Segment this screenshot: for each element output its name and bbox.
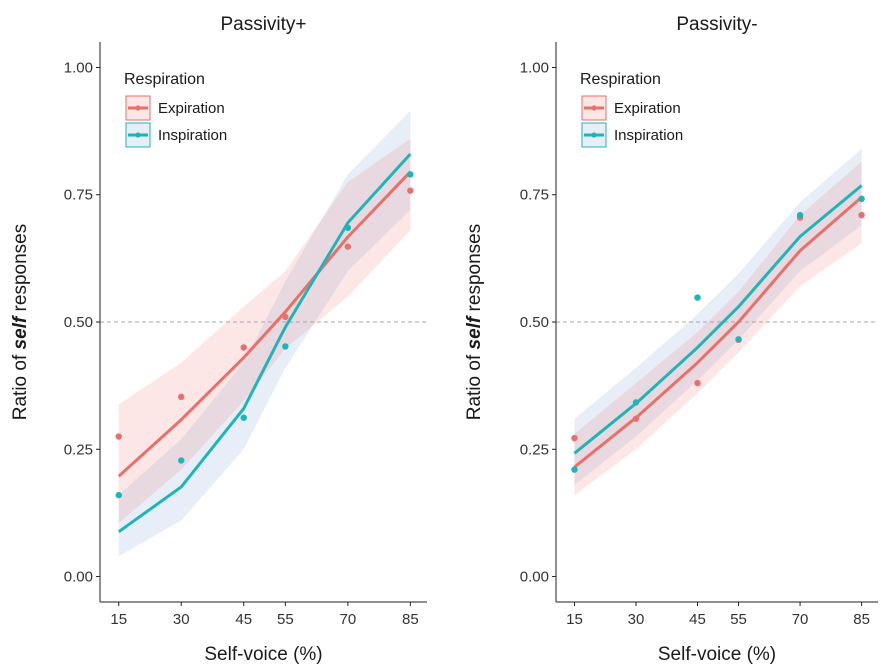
x-tick-label: 85 bbox=[853, 611, 870, 628]
point-inspiration-70 bbox=[344, 224, 352, 232]
point-expiration-30 bbox=[178, 393, 185, 401]
legend-title: Respiration bbox=[580, 71, 661, 88]
fit-line-inspiration bbox=[117, 152, 412, 533]
legend-key-point bbox=[591, 132, 597, 138]
y-tick-label: 0.50 bbox=[64, 314, 93, 331]
y-tick-label: 0.00 bbox=[520, 569, 549, 586]
panel-1: Passivity+ 0.00 0.25 0.50 0.75 1.00 15 30 45 55 70… bbox=[10, 14, 427, 665]
ci-band-expiration bbox=[118, 138, 411, 524]
x-tick-label: 85 bbox=[402, 611, 419, 628]
x-tick-label: 70 bbox=[792, 611, 809, 628]
y-axis-title-part: responses bbox=[10, 224, 31, 317]
x-tick-label: 55 bbox=[730, 611, 747, 628]
fit-line-inspiration bbox=[573, 184, 863, 455]
y-axis-title-part: self bbox=[464, 315, 485, 349]
point-inspiration-30 bbox=[178, 457, 185, 464]
y-axis-title: Ratio of self responses bbox=[10, 224, 31, 420]
y-tick-label: 1.00 bbox=[520, 59, 549, 76]
panel-title: Passivity+ bbox=[220, 14, 306, 35]
y-axis-title-part: self bbox=[10, 315, 31, 349]
fit-line-expiration bbox=[117, 170, 412, 478]
y-tick-label: 0.50 bbox=[520, 314, 549, 331]
point-inspiration-30 bbox=[632, 399, 640, 406]
x-tick-label: 45 bbox=[235, 611, 252, 628]
x-axis-title: Self-voice (%) bbox=[658, 644, 776, 665]
x-tick-label: 70 bbox=[340, 611, 357, 628]
point-inspiration-45 bbox=[240, 414, 247, 421]
ci-band-inspiration bbox=[574, 148, 862, 485]
point-expiration-70 bbox=[344, 243, 352, 250]
y-axis-title-part: Ratio of bbox=[10, 349, 31, 420]
x-axis-title: Self-voice (%) bbox=[204, 644, 322, 665]
point-inspiration-85 bbox=[858, 195, 865, 202]
y-tick-label: 1.00 bbox=[64, 59, 93, 76]
legend-title: Respiration bbox=[124, 71, 205, 88]
point-expiration-85 bbox=[858, 211, 865, 219]
x-tick-label: 15 bbox=[566, 611, 583, 628]
y-axis-title-part: Ratio of bbox=[464, 349, 485, 420]
legend-key-point bbox=[591, 105, 597, 111]
legend-label-expiration: Expiration bbox=[614, 100, 681, 117]
panel-title: Passivity- bbox=[676, 14, 757, 35]
point-inspiration-70 bbox=[796, 211, 804, 219]
point-expiration-15 bbox=[115, 433, 122, 440]
x-tick-label: 30 bbox=[628, 611, 645, 628]
legend-label-inspiration: Inspiration bbox=[614, 127, 683, 144]
point-inspiration-15 bbox=[571, 466, 578, 473]
legend-key-point bbox=[135, 132, 141, 138]
point-inspiration-15 bbox=[115, 491, 122, 499]
legend: Respiration Expiration Inspiration bbox=[580, 71, 683, 148]
y-tick-label: 0.25 bbox=[520, 441, 549, 458]
x-tick-label: 55 bbox=[277, 611, 294, 628]
y-tick-label: 0.25 bbox=[64, 441, 93, 458]
point-expiration-45 bbox=[694, 379, 701, 387]
point-expiration-15 bbox=[571, 434, 578, 442]
legend-key-point bbox=[135, 105, 141, 111]
y-tick-label: 0.00 bbox=[64, 569, 93, 586]
point-expiration-55 bbox=[282, 313, 289, 321]
y-tick-label: 0.75 bbox=[520, 187, 549, 204]
x-tick-label: 30 bbox=[173, 611, 190, 628]
y-axis-title: Ratio of self responses bbox=[464, 224, 485, 420]
legend-label-inspiration: Inspiration bbox=[158, 127, 227, 144]
panel-2: Passivity- 0.00 0.25 0.50 0.75 1.00 15 30 45 55 70… bbox=[464, 14, 878, 665]
point-inspiration-45 bbox=[694, 294, 701, 301]
x-tick-label: 45 bbox=[689, 611, 706, 628]
point-expiration-30 bbox=[632, 415, 640, 422]
fit-line-expiration bbox=[573, 196, 863, 469]
point-inspiration-55 bbox=[735, 336, 742, 343]
legend-label-expiration: Expiration bbox=[158, 100, 225, 117]
point-inspiration-55 bbox=[282, 343, 289, 350]
point-expiration-45 bbox=[240, 344, 247, 351]
point-expiration-85 bbox=[407, 187, 414, 194]
y-axis-title-part: responses bbox=[464, 224, 485, 317]
x-tick-label: 15 bbox=[110, 611, 127, 628]
y-tick-label: 0.75 bbox=[64, 187, 93, 204]
legend: Respiration Expiration Inspiration bbox=[124, 71, 227, 148]
point-inspiration-85 bbox=[407, 171, 414, 178]
